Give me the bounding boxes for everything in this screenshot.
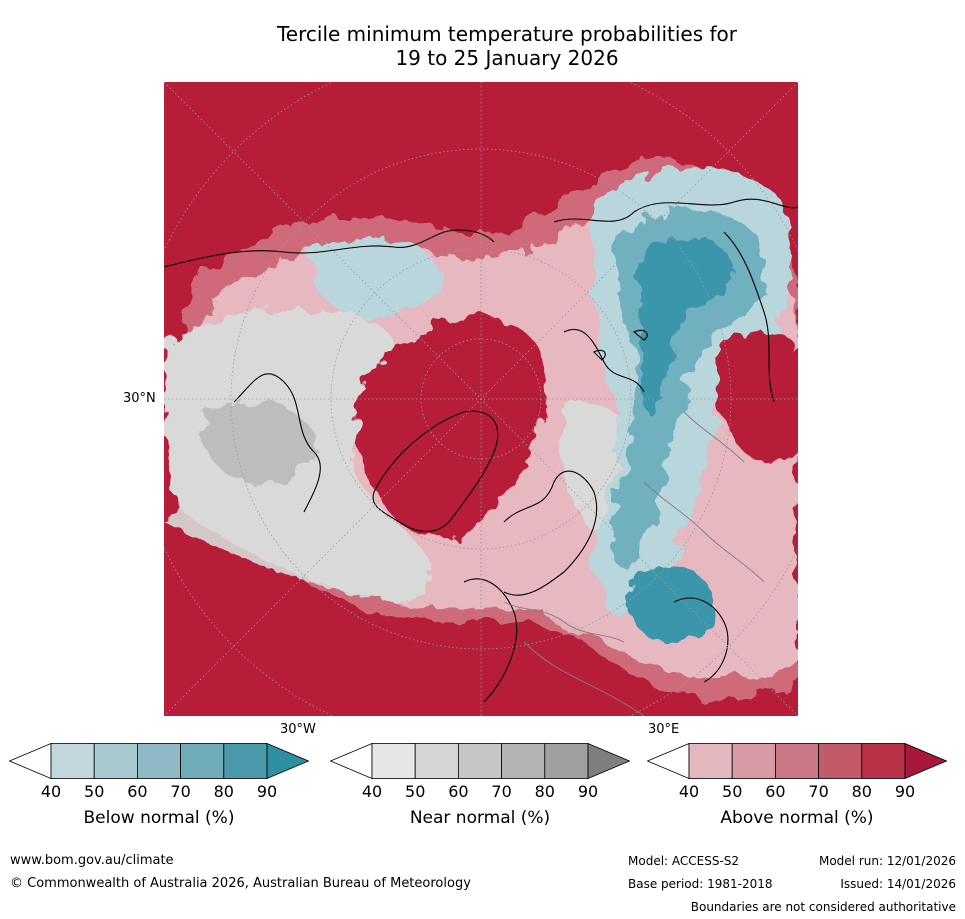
colorbar-above-extend-low [647, 743, 690, 779]
title-line-2: 19 to 25 January 2026 [395, 46, 619, 70]
colorbar-below-segment [50, 743, 95, 779]
colorbar-tick-label: 70 [170, 782, 191, 801]
graticule [164, 82, 798, 716]
chart-title: Tercile minimum temperature probabilitie… [0, 22, 965, 70]
colorbar-near-label: Near normal (%) [409, 808, 551, 828]
model-run-date: Model run: 12/01/2026 [818, 854, 956, 868]
colorbar-near-segment [457, 743, 502, 779]
colorbar-near-extend-high [587, 743, 630, 779]
colorbar-tick-label: 60 [448, 782, 469, 801]
colorbar-above-ticks: 40 50 60 70 80 90 [647, 782, 947, 801]
colorbar-below-extend-high [266, 743, 309, 779]
lat-label-30n: 30°N [123, 391, 156, 406]
issued-date: Issued: 14/01/2026 [840, 877, 956, 891]
colorbar-below-segment [93, 743, 138, 779]
colorbar-above-segment [774, 743, 819, 779]
colorbar-tick-label: 90 [577, 782, 599, 801]
lon-label-30e: 30°E [648, 722, 680, 737]
colorbar-above [647, 743, 947, 779]
colorbar-below [9, 743, 309, 779]
colorbar-tick-label: 40 [678, 782, 700, 801]
colorbar-tick-label: 40 [40, 782, 62, 801]
website-link[interactable]: www.bom.gov.au/climate [10, 853, 174, 868]
colorbar-below-segment [136, 743, 181, 779]
boundaries-disclaimer: Boundaries are not considered authoritat… [690, 900, 956, 914]
base-period: Base period: 1981-2018 [628, 877, 773, 891]
colorbar-tick-label: 50 [84, 782, 105, 801]
colorbar-above-label: Above normal (%) [720, 808, 874, 828]
colorbar-tick-label: 80 [213, 782, 234, 801]
near-normal-region-2 [201, 401, 317, 484]
probability-map [164, 82, 798, 716]
below-strong-region [638, 237, 732, 417]
colorbar-below-label: Below normal (%) [83, 808, 235, 828]
colorbar-near-segment [501, 743, 546, 779]
colorbar-above-segment [861, 743, 906, 779]
above-strong-region-asia [714, 328, 798, 463]
colorbar-near-segment [414, 743, 459, 779]
colorbar-tick-label: 90 [894, 782, 916, 801]
colorbar-below-ticks: 40 50 60 70 80 90 [9, 782, 309, 801]
colorbar-above-segment [731, 743, 776, 779]
below-strong-region-2 [628, 564, 715, 645]
colorbar-near-segment [371, 743, 416, 779]
colorbar-tick-label: 80 [851, 782, 872, 801]
colorbar-tick-label: 60 [765, 782, 786, 801]
colorbar-near-ticks: 40 50 60 70 80 90 [330, 782, 630, 801]
colorbar-near [330, 743, 630, 779]
colorbar-tick-label: 80 [534, 782, 555, 801]
colorbar-tick-label: 90 [256, 782, 278, 801]
colorbar-below-segment [180, 743, 225, 779]
colorbar-below-segment [223, 743, 268, 779]
colorbar-above-segment [688, 743, 733, 779]
colorbar-tick-label: 50 [722, 782, 743, 801]
title-line-1: Tercile minimum temperature probabilitie… [276, 22, 738, 46]
model-name: Model: ACCESS-S2 [628, 854, 740, 868]
country-borders [503, 411, 765, 716]
colorbar-tick-label: 70 [808, 782, 829, 801]
near-normal-band-south [164, 482, 407, 598]
colorbar-above-extend-high [904, 743, 947, 779]
colorbar-tick-label: 50 [405, 782, 426, 801]
copyright-notice: © Commonwealth of Australia 2026, Austra… [10, 876, 471, 891]
below-light-region-na [312, 238, 439, 318]
lon-label-30w: 30°W [280, 722, 316, 737]
colorbar-above-segment [818, 743, 863, 779]
colorbar-tick-label: 40 [361, 782, 383, 801]
above-light-patch [534, 560, 606, 632]
colorbar-below-extend-low [9, 743, 52, 779]
colorbar-tick-label: 60 [127, 782, 148, 801]
colorbar-near-segment [544, 743, 589, 779]
colorbar-tick-label: 70 [491, 782, 512, 801]
coastlines [164, 198, 798, 703]
colorbar-near-extend-low [330, 743, 373, 779]
